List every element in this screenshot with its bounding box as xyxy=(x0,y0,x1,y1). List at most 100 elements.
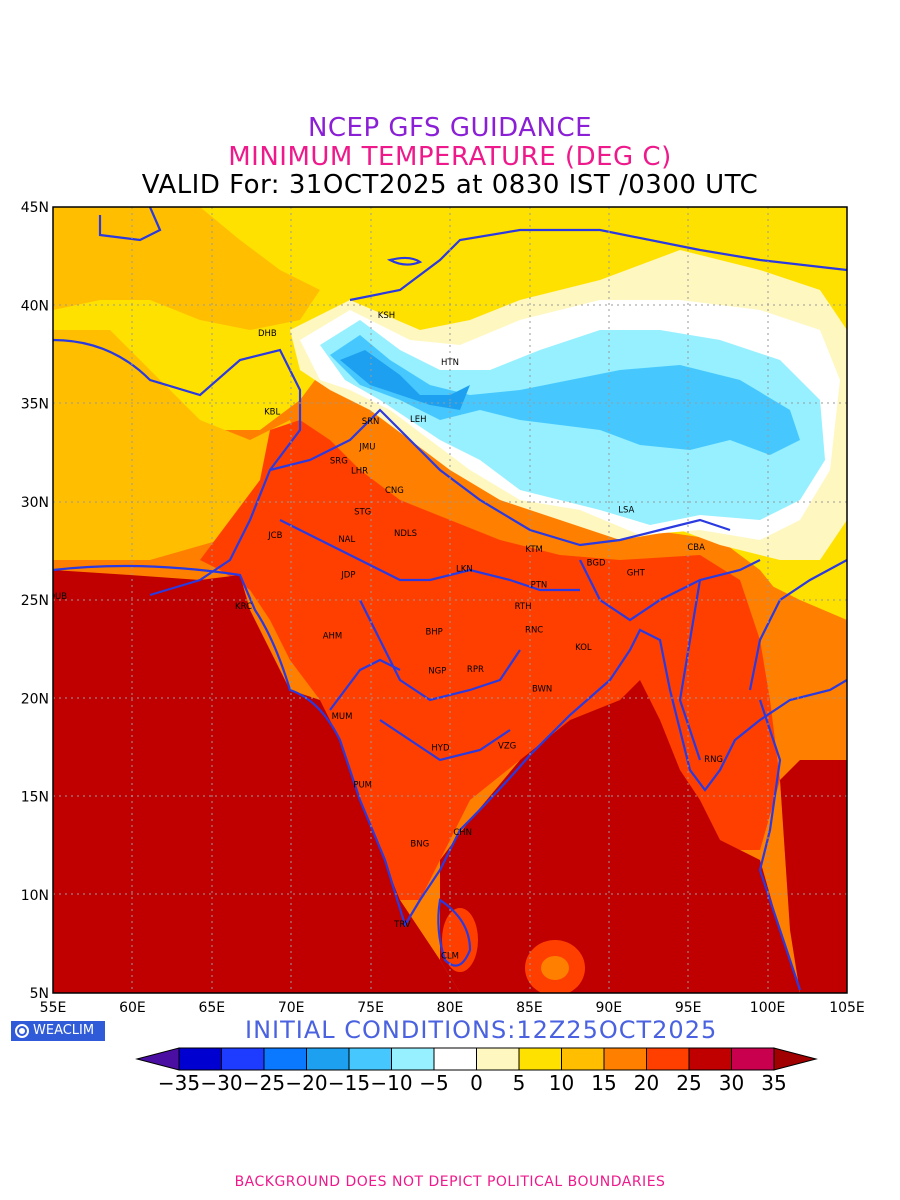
colorbar-label: 5 xyxy=(513,1071,526,1095)
colorbar-swatch xyxy=(391,1047,435,1071)
city-label-pum: PUM xyxy=(353,781,372,791)
lat-tick-label: 30N xyxy=(21,495,49,511)
chart-title: NCEP GFS GUIDANCE xyxy=(307,113,593,143)
city-label-krc: KRC xyxy=(235,602,252,612)
lat-tick-label: 15N xyxy=(21,790,49,806)
colorbar-label: 15 xyxy=(591,1071,616,1095)
colorbar-swatch xyxy=(263,1047,307,1071)
lon-tick-label: 100E xyxy=(750,1000,786,1016)
lon-tick-label: 80E xyxy=(437,1000,464,1016)
colorbar-label: 0 xyxy=(470,1071,483,1095)
colorbar-label: −20 xyxy=(285,1071,327,1095)
city-label-ngp: NGP xyxy=(428,667,446,677)
colorbar-swatch xyxy=(603,1047,647,1071)
city-label-jmu: JMU xyxy=(358,443,375,453)
lat-tick-label: 25N xyxy=(21,593,49,609)
colorbar-arrow-low xyxy=(135,1047,180,1071)
city-label-rnc: RNC xyxy=(525,625,543,635)
city-label-cng: CNG xyxy=(385,486,404,496)
city-label-stg: STG xyxy=(354,508,371,518)
city-label-bhp: BHP xyxy=(425,627,442,637)
city-label-nal: NAL xyxy=(338,535,355,545)
chart-subtitle: MINIMUM TEMPERATURE (DEG C) xyxy=(228,142,672,172)
colorbar-label: −35 xyxy=(158,1071,200,1095)
colorbar-swatch xyxy=(178,1047,222,1071)
city-label-bwn: BWN xyxy=(532,684,552,694)
weaclim-logo: WEACLIM xyxy=(11,1021,105,1041)
city-label-vzg: VZG xyxy=(498,741,516,751)
colorbar-label: −30 xyxy=(200,1071,242,1095)
city-label-ktm: KTM xyxy=(525,545,542,555)
city-label-leh: LEH xyxy=(410,415,427,425)
logo-icon xyxy=(15,1024,29,1038)
city-label-rng: RNG xyxy=(704,755,723,765)
colorbar-label: 20 xyxy=(634,1071,659,1095)
city-label-cba: CBA xyxy=(687,543,705,553)
lat-tick-label: 20N xyxy=(21,691,49,707)
colorbar-swatch xyxy=(306,1047,350,1071)
city-label-srn: SRN xyxy=(362,417,380,427)
city-label-ahm: AHM xyxy=(323,631,343,641)
lon-tick-label: 55E xyxy=(40,1000,67,1016)
lat-tick-label: 45N xyxy=(21,200,49,216)
temp-zone-deepblue xyxy=(340,350,470,410)
city-label-rpr: RPR xyxy=(467,665,484,675)
logo-text: WEACLIM xyxy=(33,1023,95,1038)
city-label-hyd: HYD xyxy=(431,743,450,753)
colorbar-swatch xyxy=(646,1047,690,1071)
city-label-ght: GHT xyxy=(627,568,646,578)
lon-tick-label: 95E xyxy=(675,1000,702,1016)
lat-axis: 45N 40N 35N 30N 25N 20N 15N 10N 5N xyxy=(21,200,49,1002)
temp-zone-darkred-arabian-sea xyxy=(53,570,460,993)
colorbar-label: 25 xyxy=(676,1071,701,1095)
colorbar-swatch xyxy=(433,1047,477,1071)
city-label-ptn: PTN xyxy=(531,580,548,590)
temp-zone-red-plains xyxy=(200,420,780,900)
city-label-htn: HTN xyxy=(441,358,459,368)
lon-tick-label: 90E xyxy=(595,1000,622,1016)
graticule xyxy=(53,207,847,993)
colorbar-label: 35 xyxy=(761,1071,786,1095)
colorbar-label: 10 xyxy=(549,1071,574,1095)
city-label-mum: MUM xyxy=(332,712,353,722)
colorbar-swatch xyxy=(476,1047,520,1071)
lat-tick-label: 40N xyxy=(21,298,49,314)
colorbar-swatch xyxy=(731,1047,775,1071)
city-label-srg: SRG xyxy=(330,456,348,466)
colorbar-label: −25 xyxy=(243,1071,285,1095)
city-label-chn: CHN xyxy=(453,828,472,838)
city-label-kbl: KBL xyxy=(264,407,280,417)
city-label-jcb: JCB xyxy=(267,531,282,541)
city-label-bng: BNG xyxy=(410,840,429,850)
lon-tick-label: 65E xyxy=(198,1000,225,1016)
colorbar-swatch xyxy=(348,1047,392,1071)
map-frame xyxy=(52,206,848,994)
colorbar-label: 30 xyxy=(719,1071,744,1095)
lon-tick-label: 85E xyxy=(516,1000,543,1016)
city-label-clm: CLM xyxy=(441,952,459,962)
colorbar-swatch xyxy=(561,1047,605,1071)
lon-tick-label: 60E xyxy=(119,1000,146,1016)
lat-tick-label: 10N xyxy=(21,888,49,904)
temp-zone-orange-east xyxy=(760,580,847,760)
footer-note: BACKGROUND DOES NOT DEPICT POLITICAL BOU… xyxy=(234,1174,666,1190)
city-label-lhr: LHR xyxy=(351,466,368,476)
colorbar-labels: −35 −30 −25 −20 −15 −10 −5 0 5 10 15 20 25 30 35 xyxy=(158,1071,787,1095)
lat-tick-label: 35N xyxy=(21,397,49,413)
lon-tick-label: 70E xyxy=(278,1000,305,1016)
colorbar-label: −5 xyxy=(419,1071,448,1095)
city-label-lkn: LKN xyxy=(456,565,473,575)
initial-conditions: INITIAL CONDITIONS:12Z25OCT2025 xyxy=(245,1016,718,1044)
city-label-lsa: LSA xyxy=(618,506,634,516)
colorbar-swatch xyxy=(688,1047,732,1071)
colorbar-swatch xyxy=(221,1047,265,1071)
temp-zone-blue xyxy=(330,335,800,455)
valid-time: VALID For: 31OCT2025 at 0830 IST /0300 U… xyxy=(141,170,759,200)
temp-zone-darkred-east xyxy=(780,760,847,993)
lon-tick-label: 105E xyxy=(829,1000,865,1016)
city-label-kol: KOL xyxy=(575,643,592,653)
city-label-bgd: BGD xyxy=(587,559,606,569)
